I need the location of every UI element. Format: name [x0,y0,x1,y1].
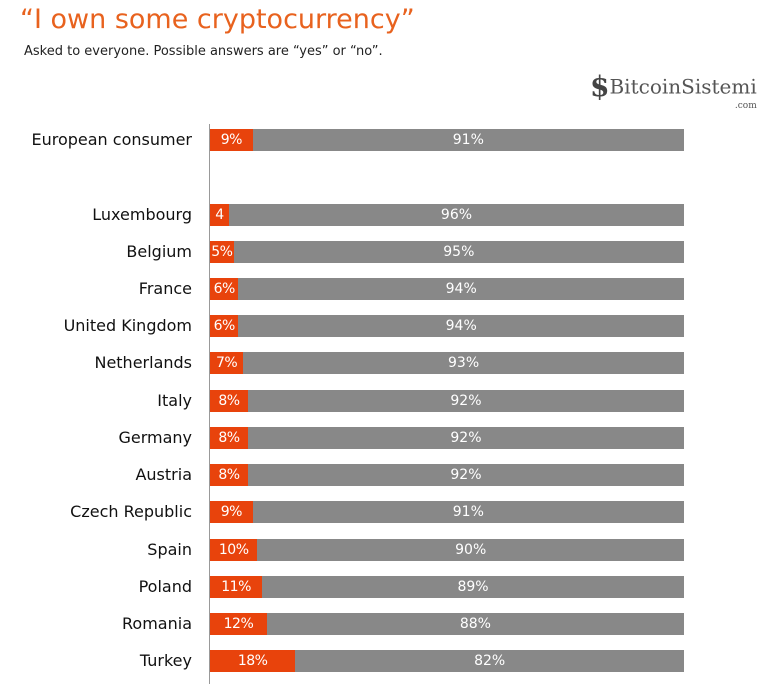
watermark-suffix: .com [734,101,757,111]
bar-no: 91% [252,501,684,523]
bar-no: 89% [262,576,684,598]
bar-yes: 5% [210,241,234,263]
bar-no: 82% [295,650,684,672]
bar-no: 92% [247,427,684,449]
bar-yes: 9% [210,501,253,523]
bar-no-label: 89% [457,579,489,595]
bar-yes-label: 12% [223,616,254,632]
bar-no-label: 96% [440,207,473,223]
bar-yes: 8% [210,427,248,449]
bar-yes-label: 6% [213,318,236,334]
chart-subtitle: Asked to everyone. Possible answers are … [24,44,383,59]
category-label: Romania [122,614,192,633]
bar-yes: 12% [210,613,267,635]
bar-yes-label: 9% [220,132,243,148]
bar-yes: 11% [210,576,263,598]
bar-no: 92% [247,464,684,486]
category-label: Italy [157,391,192,410]
axis-line [209,124,210,684]
watermark-logo: $BitcoinSistemi .com [590,70,757,111]
bar-no-label: 94% [445,318,477,334]
bar-no: 94% [238,315,684,337]
category-label: United Kingdom [63,316,192,335]
category-label: Belgium [126,242,192,261]
category-label: Poland [138,577,192,596]
bar-no-label: 92% [450,430,482,446]
bar-yes-label: 6% [213,281,236,297]
bar-yes-label: 8% [218,430,240,446]
bar-no: 92% [247,390,684,412]
bar-yes-label: 8% [218,393,240,409]
bar-no: 95% [233,241,684,263]
bar-yes: 9% [210,129,253,151]
bar-yes: 8% [210,464,248,486]
bar-no-label: 95% [443,244,475,260]
bar-yes: 10% [210,539,258,561]
bar-no-label: 82% [474,653,506,669]
bar-no-label: 92% [450,467,482,483]
bar-no: 96% [228,204,684,226]
category-label: Austria [135,465,192,484]
bar-no-label: 90% [455,542,487,558]
bar-no-label: 94% [445,281,477,297]
chart-title: “I own some cryptocurrency” [20,4,415,35]
category-label: Netherlands [94,353,192,372]
bar-yes: 6% [210,278,239,300]
bar-no-label: 93% [448,355,480,371]
watermark-text: BitcoinSistemi [609,74,757,99]
bar-yes-label: 18% [237,653,268,669]
bar-yes: 7% [210,352,244,374]
bar-yes-label: 5% [211,244,233,260]
bar-yes-label: 8% [218,467,240,483]
bar-no: 94% [238,278,684,300]
bar-yes-label: 10% [218,542,249,558]
bar-yes-label: 9% [220,504,243,520]
bar-yes-label: 4 [215,207,224,223]
category-label: Germany [118,428,192,447]
bar-no: 90% [257,539,684,561]
category-label: Turkey [139,651,192,670]
bar-no: 91% [252,129,684,151]
bitcoin-logo-icon: $ [590,70,610,103]
bar-yes: 4 [210,204,229,226]
bar-no-label: 91% [452,132,484,148]
bar-no-label: 92% [450,393,482,409]
category-label: France [138,279,192,298]
bar-yes: 18% [210,650,296,672]
bar-no-label: 91% [452,504,484,520]
bar-yes-label: 7% [215,355,238,371]
category-label: Spain [147,540,192,559]
bar-no-label: 88% [459,616,491,632]
category-label: European consumer [31,130,192,149]
bar-yes-label: 11% [221,579,251,595]
bar-no: 88% [266,613,684,635]
category-label: Czech Republic [70,502,192,521]
bar-yes: 6% [210,315,239,337]
bar-no: 93% [243,352,684,374]
category-label: Luxembourg [92,205,192,224]
bar-yes: 8% [210,390,248,412]
